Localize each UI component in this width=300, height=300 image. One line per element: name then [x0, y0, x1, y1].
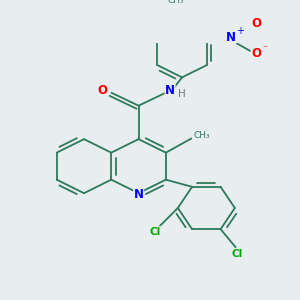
- Text: O: O: [251, 17, 261, 31]
- Text: CH₃: CH₃: [194, 131, 210, 140]
- Text: H: H: [178, 89, 186, 99]
- Text: ⁻: ⁻: [262, 44, 267, 54]
- Text: CH₃: CH₃: [167, 0, 184, 4]
- Text: N: N: [165, 84, 175, 97]
- Text: N: N: [134, 188, 144, 201]
- Text: +: +: [236, 26, 244, 36]
- Text: O: O: [98, 84, 108, 97]
- Text: Cl: Cl: [150, 227, 161, 237]
- Text: N: N: [226, 31, 236, 44]
- Text: O: O: [251, 46, 261, 59]
- Text: Cl: Cl: [232, 249, 243, 259]
